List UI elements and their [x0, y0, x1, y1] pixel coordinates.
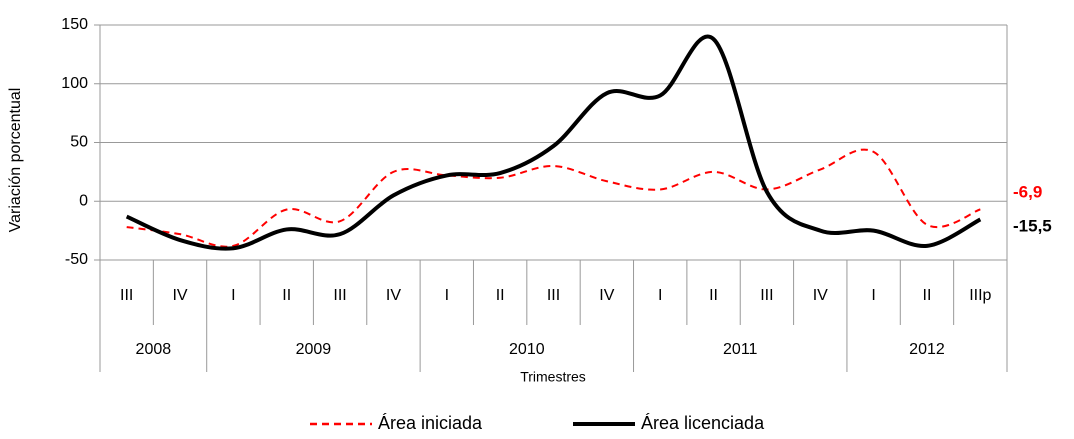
x-group-label: 2010: [509, 341, 545, 358]
x-tick-label: III: [120, 287, 133, 304]
x-tick-label: II: [709, 287, 718, 304]
y-axis-title: Variación porcentual: [7, 88, 24, 233]
x-tick-label: I: [231, 287, 235, 304]
value-label: -6,9: [1013, 182, 1042, 201]
legend-label: Área iniciada: [378, 413, 483, 433]
x-axis-title: Trimestres: [520, 369, 586, 385]
y-tick-label: 0: [79, 192, 88, 209]
y-tick-label: 100: [61, 75, 88, 92]
x-tick-label: I: [871, 287, 875, 304]
value-label: -15,5: [1013, 216, 1052, 235]
x-tick-label: I: [445, 287, 449, 304]
x-tick-label: II: [496, 287, 505, 304]
x-tick-label: IIIp: [969, 287, 991, 304]
y-tick-label: -50: [65, 251, 88, 268]
y-tick-label: 150: [61, 16, 88, 33]
x-tick-label: III: [760, 287, 773, 304]
x-tick-label: III: [547, 287, 560, 304]
x-tick-label: IV: [813, 287, 828, 304]
line-series: [125, 34, 982, 251]
x-tick-label: IV: [599, 287, 614, 304]
line-series: [126, 148, 981, 248]
y-tick-label: 50: [70, 134, 88, 151]
x-tick-label: III: [333, 287, 346, 304]
x-tick-label: IV: [172, 287, 187, 304]
legend-label: Área licenciada: [641, 413, 765, 433]
x-tick-label: II: [923, 287, 932, 304]
x-group-label: 2009: [296, 341, 332, 358]
x-tick-label: IV: [386, 287, 401, 304]
x-group-label: 2011: [723, 341, 758, 358]
x-tick-label: I: [658, 287, 662, 304]
x-tick-label: II: [282, 287, 291, 304]
x-group-label: 2008: [136, 341, 172, 358]
x-group-label: 2012: [909, 341, 945, 358]
